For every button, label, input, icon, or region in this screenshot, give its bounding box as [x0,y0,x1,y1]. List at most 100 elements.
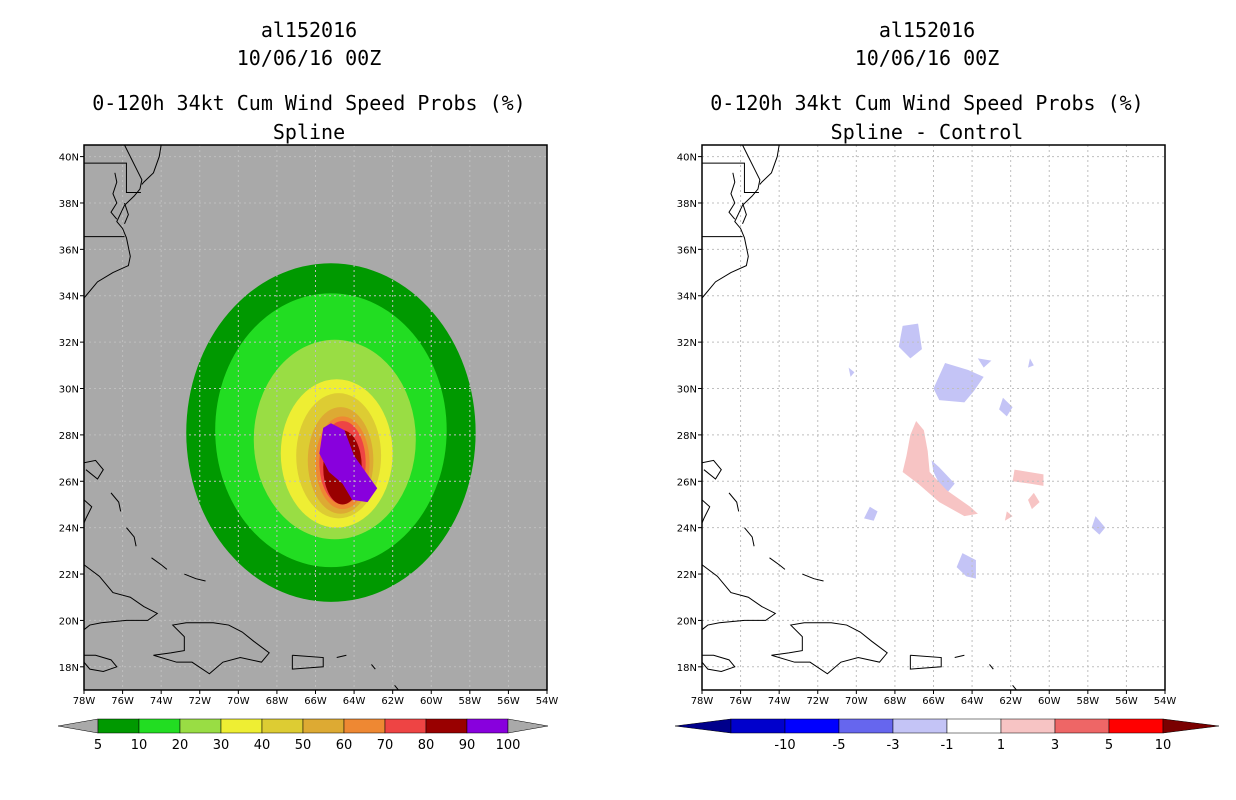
difference-map: 78W 76W 74W 72W 70W 68W 66W 64W 62W 60W 58W 56W 54W 1… [674,144,1220,753]
coastline [802,573,824,582]
coastline [702,564,777,631]
x-tick-label: 62W [999,696,1022,707]
y-tick-label: 30N [677,385,697,396]
coastline [151,557,168,570]
coastline [110,172,118,220]
x-tick-label: 62W [381,696,404,707]
coastline [336,654,347,659]
coastline [371,664,376,670]
x-tick-label: 76W [111,696,134,707]
date-title: 10/06/16 00Z [236,46,382,70]
x-tick-label: 58W [1077,696,1100,707]
x-tick-label: 74W [150,696,173,707]
coastline [744,527,755,547]
coastline [84,162,141,194]
negative-difference-patch [977,358,992,368]
colorbar-label: 100 [496,738,521,753]
x-tick-label: 68W [266,696,289,707]
date-title: 10/06/16 00Z [854,46,1000,70]
colorbar-extend-high [1162,718,1220,734]
negative-difference-patch [1028,358,1034,368]
colorbar-label: 1 [997,738,1005,753]
coastline [909,654,942,670]
positive-difference-patch [1028,492,1040,510]
colorbar-label: -10 [774,738,795,753]
colorbar-swatch [838,718,894,734]
colorbar-extend-high [507,718,549,734]
x-tick-label: 60W [1038,696,1061,707]
coastline [954,654,965,659]
x-tick-label: 68W [884,696,907,707]
y-tick-label: 28N [677,431,697,442]
x-tick-label: 76W [729,696,752,707]
y-tick-label: 26N [677,477,697,488]
storm-id-title: al152016 [878,18,976,42]
colorbar-label: 5 [1105,738,1113,753]
colorbar-swatch [220,718,263,734]
colorbar-swatch [466,718,509,734]
coastline [124,202,129,225]
positive-difference-patch [902,420,978,517]
coastline [742,202,747,225]
colorbar-label: -1 [941,738,954,753]
colorbar-label: 3 [1051,738,1059,753]
x-tick-label: 56W [1115,696,1138,707]
colorbar-swatch [892,718,948,734]
colorbar-label: 40 [254,738,271,753]
coastline [702,145,761,299]
colorbar-swatch [425,718,468,734]
method-title: Spline [272,120,346,144]
y-tick-label: 18N [677,663,697,674]
colorbar-swatch [384,718,427,734]
x-tick-label: 66W [922,696,945,707]
x-tick-label: 72W [188,696,211,707]
negative-difference-patch [848,367,855,377]
y-tick-label: 36N [677,245,697,256]
coastline [1012,685,1017,690]
x-tick-label: 72W [806,696,829,707]
y-tick-label: 40N [59,153,79,164]
colorbar-label: 10 [131,738,148,753]
y-tick-label: 20N [677,616,697,627]
coastline [291,654,324,670]
y-tick-label: 24N [677,524,697,535]
product-title: 0-120h 34kt Cum Wind Speed Probs (%) [710,91,1144,115]
x-tick-label: 66W [304,696,327,707]
colorbar-swatch [179,718,222,734]
negative-difference-patch [898,323,922,359]
negative-difference-patch [933,363,984,403]
x-tick-label: 56W [497,696,520,707]
y-tick-label: 20N [59,616,79,627]
coastline [84,654,118,672]
colorbar-swatch [784,718,840,734]
x-tick-label: 64W [961,696,984,707]
coastline [84,145,143,299]
colorbar-label: 50 [295,738,312,753]
negative-difference-patch [864,506,878,521]
colorbar-swatch [343,718,386,734]
negative-difference-patch [956,553,976,579]
y-tick-label: 38N [59,199,79,210]
colorbar-swatch [946,718,1002,734]
coastline [759,145,780,185]
y-tick-label: 34N [677,292,697,303]
coastline [126,527,137,547]
contour-90 [319,423,378,503]
colorbar-swatch [302,718,345,734]
coastline [702,654,736,672]
y-tick-label: 26N [59,477,79,488]
colorbar-extend-low [674,718,732,734]
negative-difference-patch [931,460,955,496]
product-title: 0-120h 34kt Cum Wind Speed Probs (%) [92,91,526,115]
colorbar-label: 80 [418,738,435,753]
colorbar-label: -5 [833,738,846,753]
x-tick-label: 78W [73,696,96,707]
coastline [702,162,759,194]
colorbar-label: 10 [1155,738,1172,753]
plot-area [84,145,547,690]
x-tick-label: 74W [768,696,791,707]
x-tick-label: 54W [536,696,559,707]
y-tick-label: 32N [59,338,79,349]
coastline [84,499,93,524]
coastline [728,172,736,220]
